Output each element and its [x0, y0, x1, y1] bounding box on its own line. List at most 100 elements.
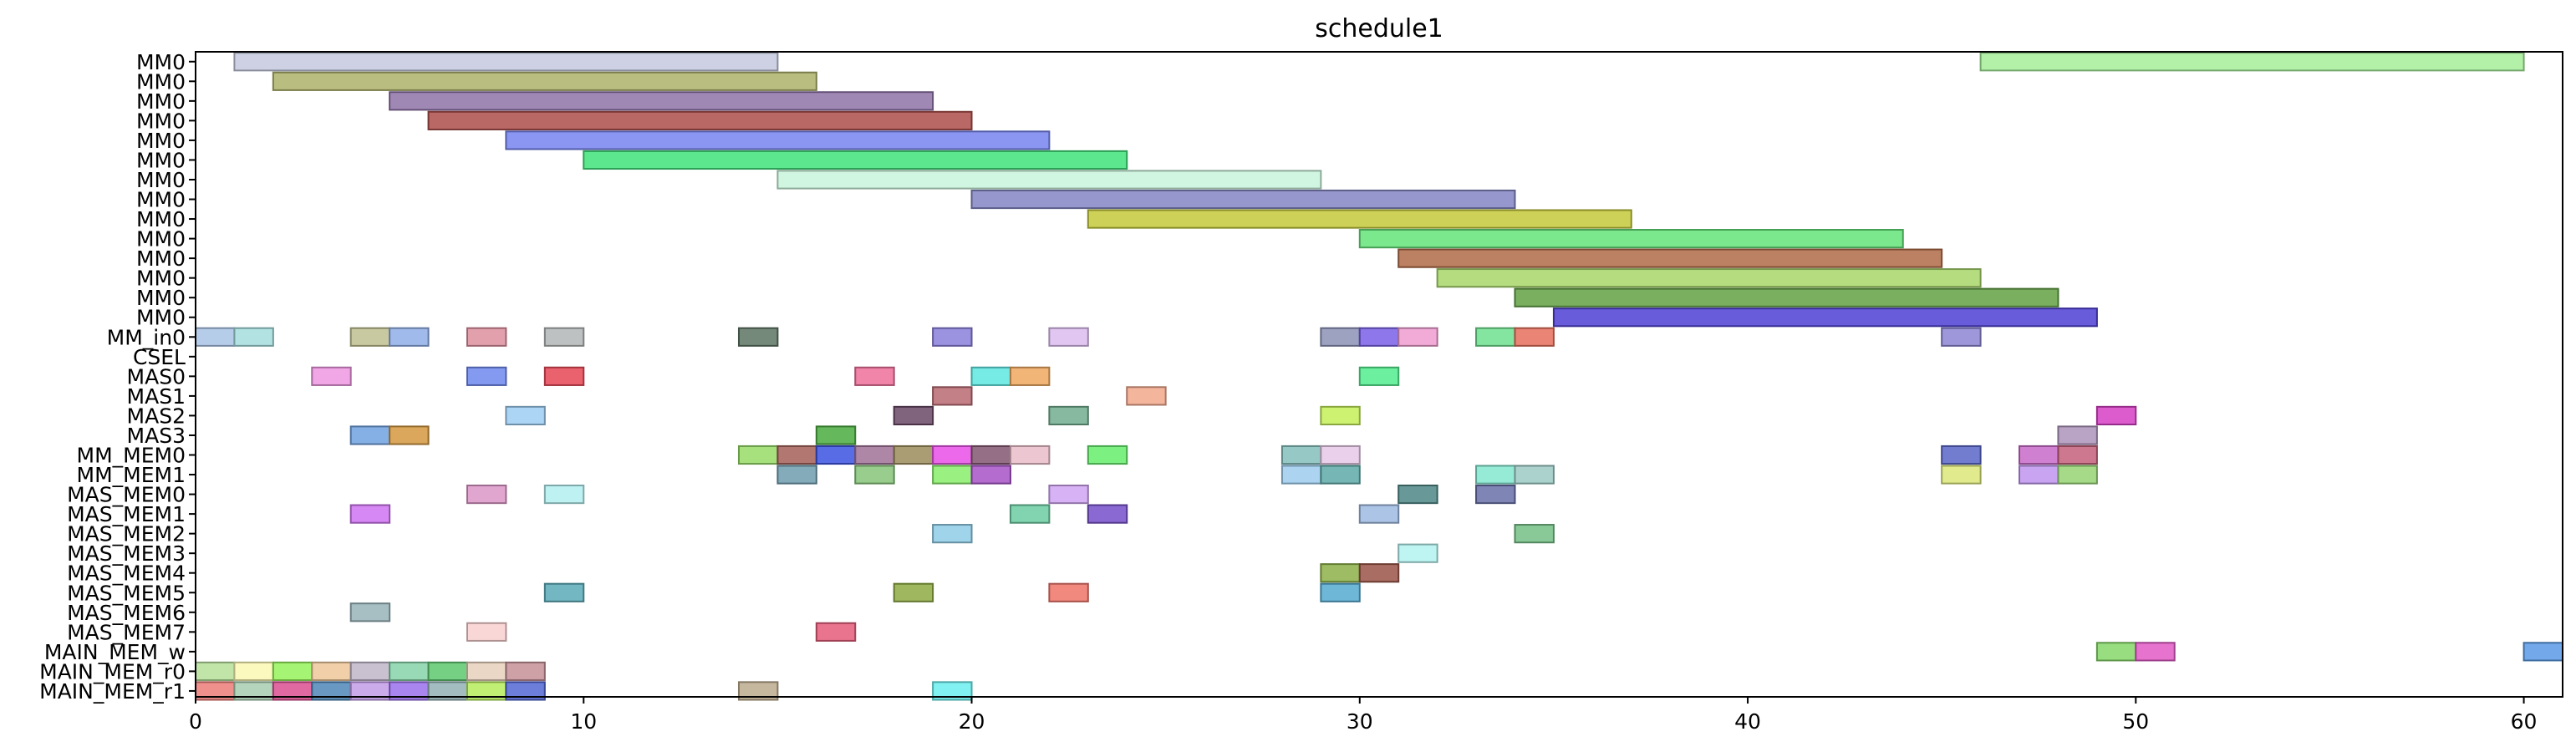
task-bar: [349, 327, 391, 347]
task-bar: [2057, 465, 2098, 485]
task-bar: [427, 661, 468, 681]
y-tick-label: MAS_MEM2: [67, 522, 186, 546]
task-bar: [1358, 366, 1400, 386]
task-bar: [932, 327, 973, 347]
y-tick-label: MAS_MEM6: [67, 601, 186, 625]
task-bar: [1048, 327, 1089, 347]
x-tick-label: 60: [2511, 709, 2538, 734]
task-bar: [737, 445, 779, 465]
task-bar: [2095, 405, 2137, 426]
task-bar: [1048, 582, 1089, 602]
task-bar: [1087, 209, 1632, 229]
task-bar: [1358, 504, 1400, 524]
y-tick-label: MAS_MEM4: [67, 561, 186, 586]
task-bar: [1087, 445, 1128, 465]
task-bar: [1358, 327, 1400, 347]
task-bar: [1514, 327, 1555, 347]
task-bar: [583, 150, 1128, 170]
task-bar: [2019, 465, 2059, 485]
task-bar: [1475, 465, 1516, 485]
task-bar: [854, 445, 895, 465]
y-tick-label: MM0: [136, 286, 186, 310]
y-tick-label: MM_MEM0: [77, 444, 186, 468]
task-bar: [272, 661, 313, 681]
task-bar: [466, 327, 507, 347]
task-bar: [543, 582, 585, 602]
task-bar: [233, 52, 779, 72]
task-bar: [854, 366, 895, 386]
task-bar: [1475, 327, 1516, 347]
task-bar: [233, 661, 274, 681]
task-bar: [543, 366, 585, 386]
task-bar: [543, 327, 585, 347]
y-tick-label: MAS3: [127, 424, 186, 448]
y-tick-label: MM0: [136, 69, 186, 94]
task-bar: [815, 425, 857, 445]
task-bar: [1979, 52, 2525, 72]
task-bar: [466, 661, 507, 681]
y-tick-label: MM0: [136, 148, 186, 172]
task-bar: [1048, 405, 1089, 426]
y-tick-label: MM0: [136, 168, 186, 192]
task-bar: [349, 504, 391, 524]
y-tick-label: MAS_MEM5: [67, 581, 186, 605]
task-bar: [389, 425, 430, 445]
task-bar: [1280, 445, 1322, 465]
task-bar: [233, 327, 274, 347]
y-tick-label: MAIN_MEM_w: [44, 640, 186, 664]
plot-frame: [195, 51, 2563, 698]
task-bar: [543, 484, 585, 505]
task-bar: [970, 445, 1011, 465]
task-bar: [1941, 327, 1982, 347]
task-bar: [2523, 642, 2563, 662]
task-bar: [932, 681, 973, 701]
task-bar: [349, 602, 391, 622]
task-bar: [1087, 504, 1128, 524]
y-tick-label: MM_MEM1: [77, 463, 186, 487]
y-tick-label: MM0: [136, 306, 186, 330]
y-tick-label: MAIN_MEM_r1: [39, 679, 186, 704]
task-bar: [389, 327, 430, 347]
task-bar: [349, 425, 391, 445]
task-bar: [466, 366, 507, 386]
task-bar: [737, 327, 779, 347]
task-bar: [776, 465, 817, 485]
task-bar: [932, 524, 973, 544]
task-bar: [1320, 582, 1361, 602]
task-bar: [1320, 405, 1361, 426]
y-tick-label: MAS_MEM0: [67, 483, 186, 507]
x-tick-label: 10: [570, 709, 597, 734]
task-bar: [1009, 504, 1051, 524]
task-bar: [893, 405, 934, 426]
task-bar: [970, 189, 1516, 210]
task-bars: [195, 52, 2563, 701]
y-tick-label: MAS_MEM1: [67, 502, 186, 526]
task-bar: [854, 465, 895, 485]
task-bar: [1514, 465, 1555, 485]
task-bar: [1280, 465, 1322, 485]
x-tick-label: 40: [1734, 709, 1761, 734]
task-bar: [2057, 425, 2098, 445]
y-tick-label: MAIN_MEM_r0: [39, 659, 186, 683]
task-bar: [815, 622, 857, 642]
y-tick-label: MM0: [136, 207, 186, 231]
task-bar: [893, 445, 934, 465]
task-bar: [2019, 445, 2059, 465]
task-bar: [970, 465, 1011, 485]
task-bar: [815, 445, 857, 465]
y-tick-label: MAS_MEM3: [67, 541, 186, 566]
task-bar: [893, 582, 934, 602]
task-bar: [1475, 484, 1516, 505]
task-bar: [1048, 484, 1089, 505]
y-tick-label: MM0: [136, 227, 186, 252]
task-bar: [505, 130, 1051, 150]
task-bar: [1941, 465, 1982, 485]
task-bar: [427, 110, 973, 130]
task-bar: [932, 445, 973, 465]
task-bar: [2057, 445, 2098, 465]
task-bar: [2095, 642, 2137, 662]
task-bar: [1320, 445, 1361, 465]
y-tick-label: MM_in0: [107, 325, 186, 349]
task-bar: [1514, 524, 1555, 544]
task-bar: [389, 661, 430, 681]
